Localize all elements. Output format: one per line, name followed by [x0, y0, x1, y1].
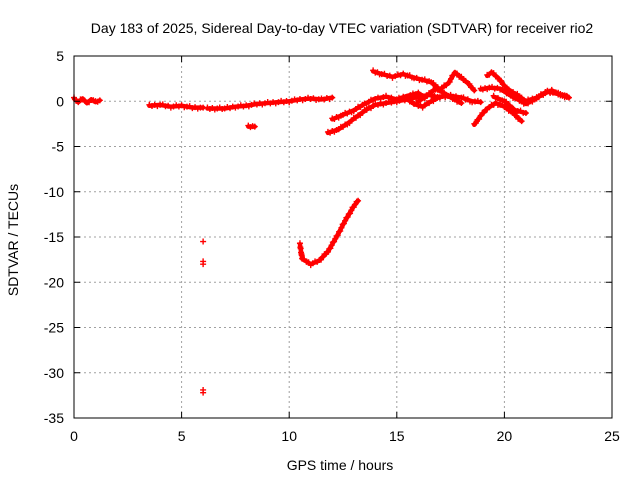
x-tick-label: 5: [178, 428, 186, 444]
x-tick-label: 25: [604, 428, 620, 444]
x-tick-label: 0: [70, 428, 78, 444]
y-tick-label: -35: [44, 410, 64, 426]
y-tick-label: -10: [44, 184, 64, 200]
data-point: [336, 228, 343, 235]
x-tick-label: 10: [281, 428, 297, 444]
data-point: [355, 197, 362, 204]
data-point: [342, 217, 349, 224]
data-point: [251, 123, 258, 130]
data-point: [458, 73, 465, 80]
y-tick-labels: 5 0 -5 -10 -15 -20 -25 -30 -35: [44, 48, 64, 426]
data-point: [344, 214, 351, 221]
data-point: [327, 245, 334, 252]
data-point: [471, 87, 478, 94]
chart-title: Day 183 of 2025, Sidereal Day-to-day VTE…: [91, 20, 594, 36]
y-tick-label: -5: [52, 139, 65, 155]
data-point: [338, 224, 345, 231]
data-point: [518, 118, 525, 125]
data-point: [334, 232, 341, 239]
data-point: [513, 112, 520, 119]
x-tick-labels: 0 5 10 15 20 25: [70, 428, 620, 444]
data-point: [490, 70, 497, 77]
data-point: [466, 80, 473, 87]
data-point: [96, 97, 103, 104]
data-point: [476, 115, 483, 122]
data-series: [71, 67, 572, 396]
data-point: [506, 102, 513, 109]
data-point: [454, 70, 461, 77]
data-point: [446, 78, 453, 85]
x-tick-label: 20: [497, 428, 513, 444]
data-point: [337, 228, 344, 235]
data-point: [348, 207, 355, 214]
y-tick-label: 0: [56, 93, 64, 109]
y-axis-label: SDTVAR / TECUs: [5, 184, 21, 296]
y-tick-label: -15: [44, 229, 64, 245]
y-tick-label: -25: [44, 320, 64, 336]
data-point: [328, 242, 335, 249]
data-point: [522, 110, 529, 117]
data-point: [415, 89, 422, 96]
data-point: [333, 233, 340, 239]
data-point: [339, 221, 346, 228]
data-point: [448, 75, 455, 82]
data-point: [477, 99, 484, 106]
y-tick-label: -30: [44, 365, 64, 381]
data-point: [472, 120, 479, 127]
grid: [74, 56, 612, 418]
y-tick-label: -20: [44, 274, 64, 290]
axis-ticks: [73, 55, 613, 419]
data-point: [200, 238, 207, 245]
data-point: [430, 80, 437, 87]
data-point: [503, 98, 510, 105]
y-tick-label: 5: [56, 48, 64, 64]
data-point: [498, 77, 505, 84]
data-point: [329, 94, 336, 101]
data-point: [404, 95, 411, 102]
x-tick-label: 15: [389, 428, 405, 444]
data-point: [347, 210, 354, 217]
x-axis-label: GPS time / hours: [287, 457, 394, 473]
data-point: [458, 100, 465, 107]
data-point: [324, 248, 331, 255]
data-point: [501, 82, 508, 89]
data-point: [565, 94, 572, 101]
data-point: [200, 261, 207, 268]
data-point: [331, 238, 338, 245]
data-point: [340, 220, 347, 227]
data-point: [200, 389, 207, 396]
